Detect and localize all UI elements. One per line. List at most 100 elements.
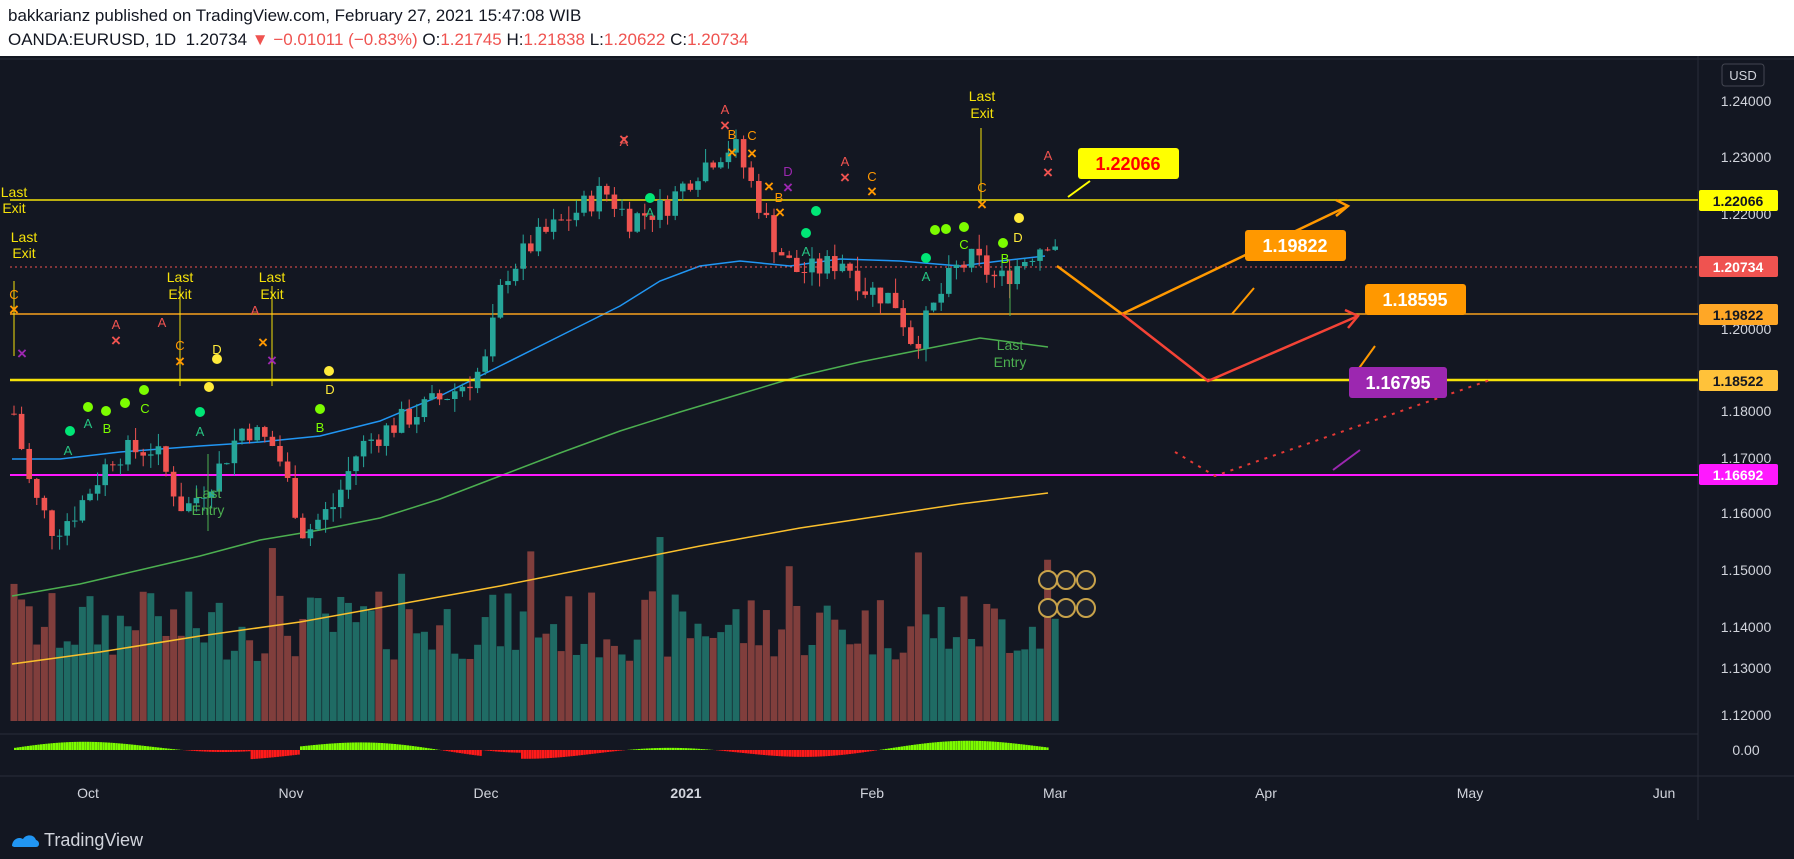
svg-text:×: × (267, 351, 277, 370)
volume-bar (861, 610, 869, 721)
oscillator-bar (552, 750, 555, 758)
callout-2[interactable]: 1.19822 (1231, 230, 1346, 315)
oscillator-bar (409, 745, 412, 750)
tradingview-logo-icon[interactable] (10, 830, 40, 850)
callout-1-label: 1.22066 (1095, 154, 1160, 174)
callout-3[interactable]: 1.18595 (1351, 284, 1466, 379)
candle-body (984, 255, 990, 275)
svg-text:×: × (727, 143, 737, 162)
volume-bar (519, 611, 527, 721)
oscillator-bar (32, 745, 35, 750)
oscillator-bar (222, 750, 225, 753)
oscillator-bar (112, 742, 116, 750)
oscillator-bar (21, 746, 25, 750)
volume-bar (367, 610, 375, 721)
oscillator-bar (612, 750, 615, 752)
volume-bar (147, 593, 155, 721)
brand-name[interactable]: TradingView (44, 830, 144, 850)
candle-body (535, 226, 542, 252)
entry-label-line2: Entry (192, 502, 225, 518)
oscillator-bar (604, 750, 607, 753)
candle-body (284, 461, 291, 478)
oscillator-bar (167, 748, 170, 750)
oscillator-bar (950, 741, 953, 750)
oscillator-bar (781, 750, 784, 757)
projection-red[interactable] (1121, 313, 1359, 383)
oscillator-bar (401, 744, 404, 750)
price-chart[interactable]: 1.22066 1.19822 1.18595 1.16795 Last Exi… (0, 56, 1794, 820)
oscillator-bar (947, 741, 950, 750)
oscillator-bar (370, 742, 373, 750)
volume-bar (1028, 626, 1036, 721)
candle-body (778, 252, 785, 256)
oscillator-bar (846, 750, 849, 755)
oscillator-bar (76, 741, 79, 750)
oscillator-bar (970, 740, 974, 750)
candle-body (710, 162, 716, 168)
marker-d: D (1013, 230, 1022, 245)
oscillator-bar (500, 750, 503, 752)
callout-1[interactable]: 1.22066 (1067, 148, 1179, 198)
candle-body (756, 180, 762, 213)
oscillator-bar (955, 740, 958, 750)
candle-body (186, 503, 192, 512)
volume-bar (960, 596, 968, 721)
oscillator-bar (838, 750, 841, 756)
volume-bar (162, 635, 170, 721)
oscillator-bar (378, 742, 381, 750)
candle-body (976, 248, 982, 256)
projection-dotted[interactable] (1174, 379, 1491, 478)
oscillator-bar (47, 743, 51, 750)
candle-body (467, 386, 473, 389)
oscillator-bar (523, 750, 526, 759)
callout-4[interactable]: 1.16795 (1332, 367, 1447, 471)
oscillator-bar (640, 748, 643, 750)
oscillator-bar (843, 750, 846, 755)
oscillator-bar (1046, 747, 1049, 750)
candle-body (832, 256, 838, 272)
svg-text:×: × (747, 144, 757, 163)
oscillator-histogram (14, 740, 1049, 760)
volume-bar (785, 566, 793, 721)
volume-bar (78, 606, 86, 721)
candle-body (140, 452, 146, 456)
oscillator-bar (229, 750, 233, 752)
candle-body (482, 356, 488, 372)
candle-body (816, 258, 823, 274)
price-scale[interactable]: USD 1.24000 1.23000 1.22000 1.21000 1.20… (1699, 63, 1778, 758)
volume-bar (557, 651, 565, 721)
oscillator-bar (84, 741, 87, 750)
oscillator-bar (822, 750, 825, 757)
oscillator-bar (424, 747, 428, 750)
volume-bar (474, 644, 482, 721)
oscillator-bar (866, 750, 870, 752)
time-axis[interactable]: Oct Nov Dec 2021 Feb Mar Apr May Jun (77, 785, 1675, 801)
oscillator-bar (606, 750, 610, 753)
oscillator-bar (14, 747, 17, 750)
candle-body (216, 463, 222, 492)
time-label: Dec (474, 785, 499, 801)
candle-body (1044, 249, 1051, 251)
oscillator-bar (456, 750, 459, 753)
oscillator-bar (817, 750, 820, 757)
volume-bar (246, 640, 254, 721)
oscillator-bar (359, 742, 363, 750)
event-icons[interactable] (1038, 570, 1096, 618)
oscillator-bar (203, 750, 207, 752)
oscillator-bar (146, 746, 149, 750)
oscillator-bar (430, 748, 433, 750)
marker-a: A (841, 154, 850, 169)
time-label: Oct (77, 785, 99, 801)
oscillator-bar (562, 750, 565, 757)
candle-body (125, 439, 131, 465)
volume-bar (344, 602, 352, 721)
candle-body (626, 208, 633, 232)
oscillator-bar (172, 749, 175, 750)
oscillator-bar (695, 748, 698, 750)
oscillator-bar (240, 750, 243, 752)
currency-label[interactable]: USD (1729, 68, 1756, 83)
volume-bar (1006, 652, 1014, 721)
osc-tick: 0.00 (1732, 742, 1759, 758)
volume-bar (481, 617, 489, 721)
candle-body (360, 440, 367, 457)
